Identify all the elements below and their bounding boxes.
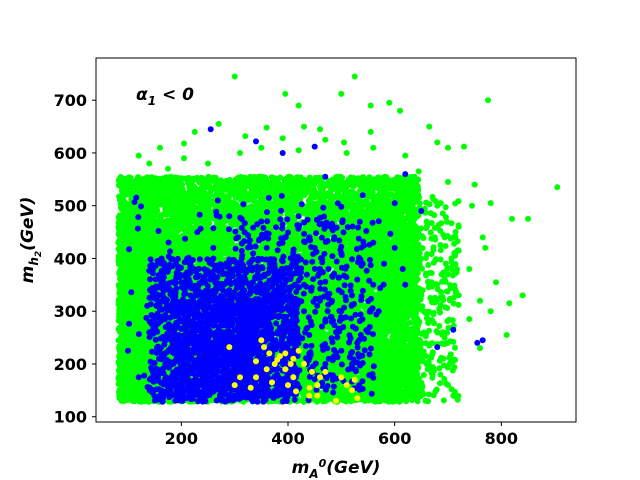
points-layer xyxy=(115,73,561,405)
green-point xyxy=(425,391,432,398)
green-point xyxy=(437,242,444,248)
green-point xyxy=(423,225,430,232)
green-point xyxy=(446,354,453,361)
green-point xyxy=(439,210,446,217)
green-point xyxy=(450,300,457,307)
green-point xyxy=(423,199,430,206)
green-point xyxy=(437,247,444,254)
green-point xyxy=(394,189,401,196)
